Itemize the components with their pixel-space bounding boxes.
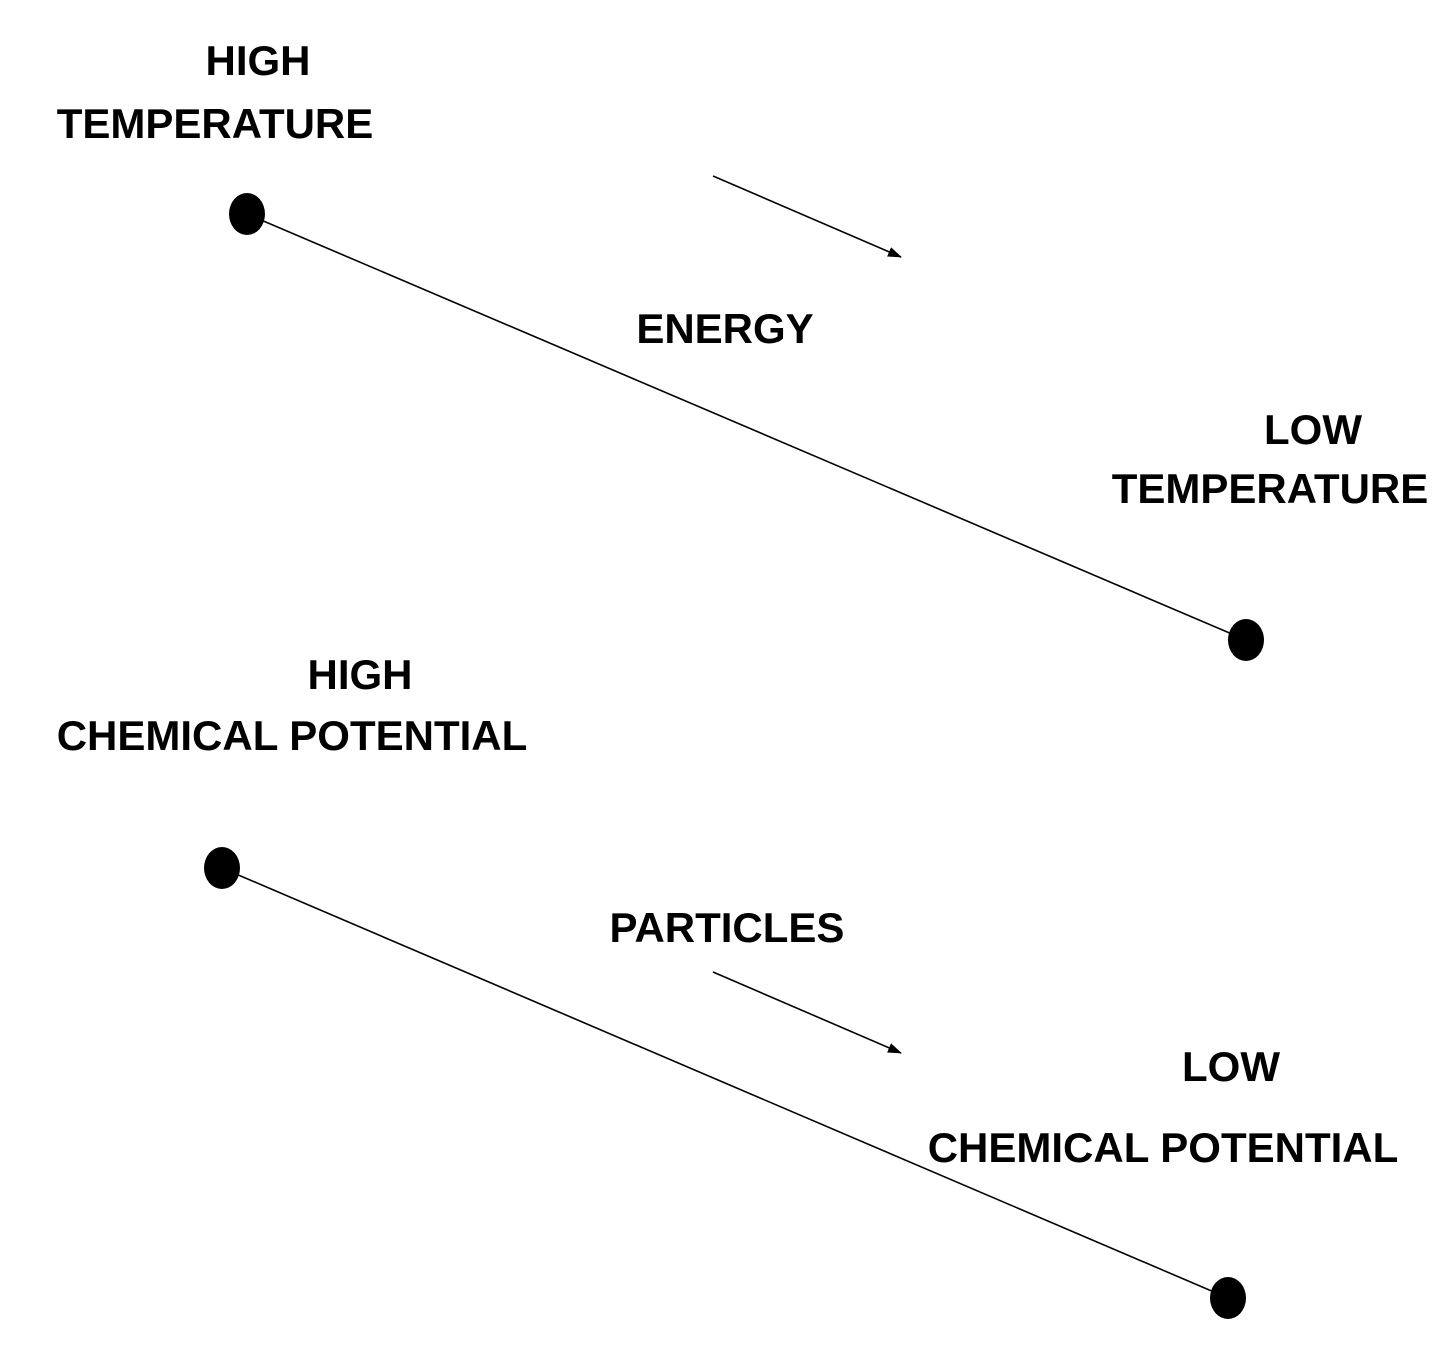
high-temperature-label-line1: HIGH [206, 37, 311, 84]
high-temperature-label-line2: TEMPERATURE [57, 100, 374, 147]
low-temperature-label-line2: TEMPERATURE [1112, 465, 1429, 512]
high-temperature-node [229, 193, 265, 235]
low-temperature-node [1228, 619, 1264, 661]
particles-panel: HIGH CHEMICAL POTENTIAL PARTICLES LOW CH… [57, 651, 1399, 1319]
low-chemical-potential-node [1210, 1277, 1246, 1319]
high-chemical-potential-label-line2: CHEMICAL POTENTIAL [57, 712, 528, 759]
energy-flow-arrow [712, 175, 902, 258]
particles-connection-line [221, 867, 1229, 1299]
low-chemical-potential-label-line2: CHEMICAL POTENTIAL [928, 1124, 1399, 1171]
low-temperature-label-line1: LOW [1264, 406, 1362, 453]
particles-label: PARTICLES [610, 904, 845, 951]
energy-connection-line [246, 213, 1247, 641]
low-chemical-potential-label-line1: LOW [1182, 1043, 1280, 1090]
high-chemical-potential-label-line1: HIGH [308, 651, 413, 698]
energy-label: ENERGY [636, 305, 813, 352]
energy-panel: HIGH TEMPERATURE ENERGY LOW TEMPERATURE [57, 37, 1429, 661]
particles-flow-arrow [712, 971, 902, 1054]
high-chemical-potential-node [204, 847, 240, 889]
